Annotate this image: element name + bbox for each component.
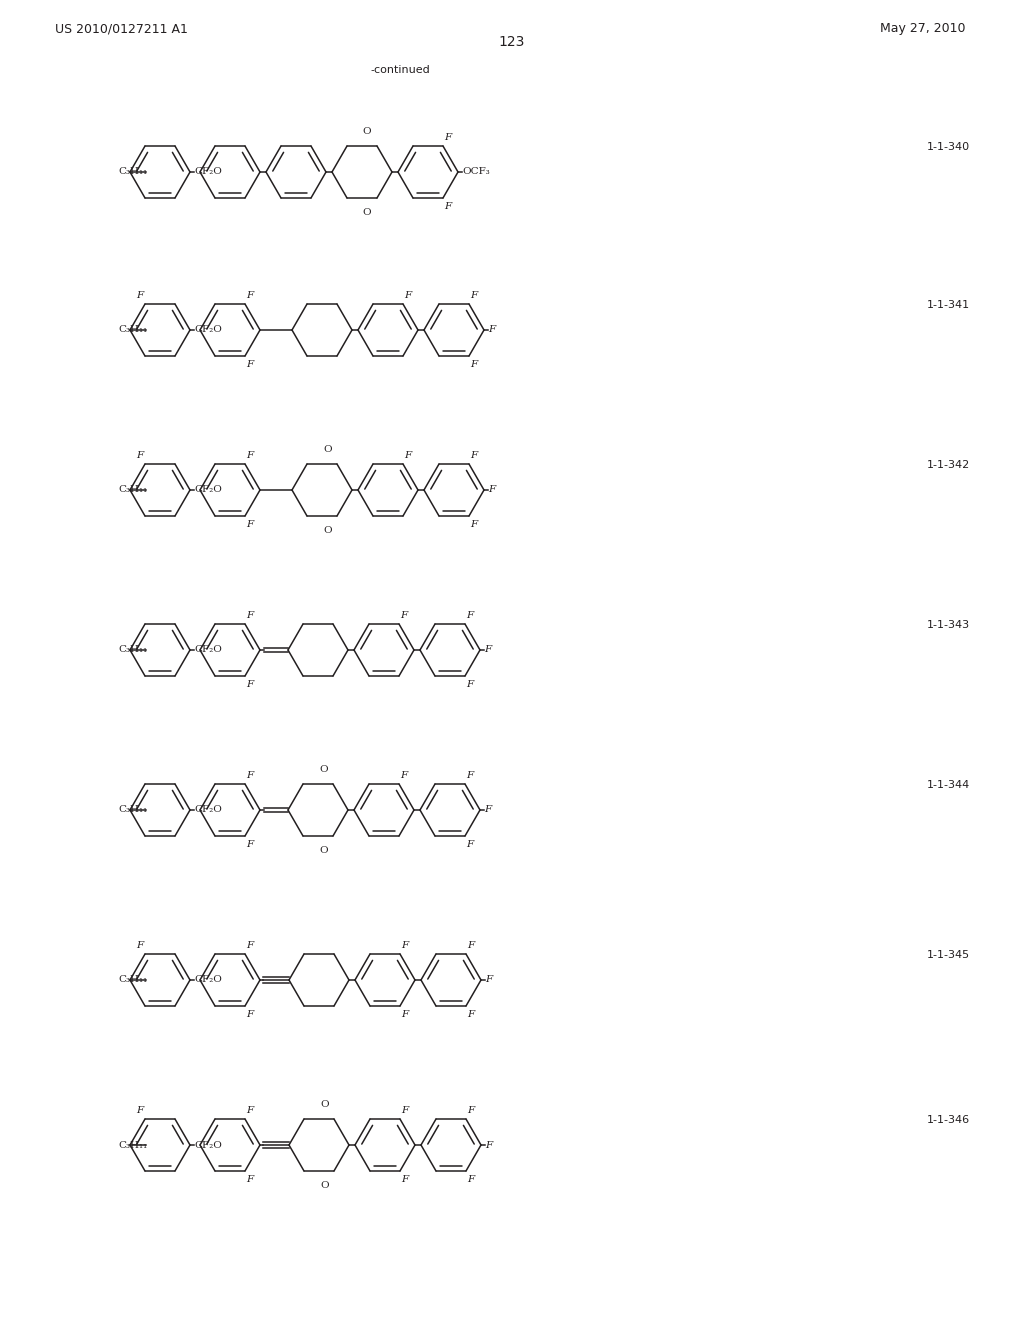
- Text: 1-1-341: 1-1-341: [927, 300, 970, 310]
- Text: F: F: [444, 202, 452, 211]
- Text: F: F: [401, 941, 409, 950]
- Text: F: F: [488, 326, 496, 334]
- Text: F: F: [444, 133, 452, 141]
- Text: CF₂O: CF₂O: [194, 326, 222, 334]
- Text: O: O: [324, 445, 333, 454]
- Text: 123: 123: [499, 36, 525, 49]
- Text: C₃H₁₁: C₃H₁₁: [118, 645, 147, 655]
- Text: F: F: [136, 290, 143, 300]
- Text: F: F: [247, 360, 254, 370]
- Text: F: F: [466, 611, 474, 620]
- Text: F: F: [488, 486, 496, 495]
- Text: F: F: [247, 611, 254, 620]
- Text: OCF₃: OCF₃: [462, 168, 489, 177]
- Text: F: F: [466, 771, 474, 780]
- Text: F: F: [466, 680, 474, 689]
- Text: CF₂O: CF₂O: [194, 168, 222, 177]
- Text: CF₂O: CF₂O: [194, 805, 222, 814]
- Text: F: F: [470, 451, 477, 459]
- Text: F: F: [136, 1106, 143, 1115]
- Text: F: F: [467, 1010, 475, 1019]
- Text: F: F: [247, 520, 254, 529]
- Text: F: F: [136, 451, 143, 459]
- Text: F: F: [247, 290, 254, 300]
- Text: F: F: [404, 451, 412, 459]
- Text: CF₂O: CF₂O: [194, 975, 222, 985]
- Text: F: F: [484, 645, 492, 655]
- Text: F: F: [484, 805, 492, 814]
- Text: F: F: [467, 1106, 475, 1115]
- Text: -continued: -continued: [370, 65, 430, 75]
- Text: F: F: [401, 1106, 409, 1115]
- Text: O: O: [319, 766, 329, 774]
- Text: F: F: [247, 941, 254, 950]
- Text: F: F: [470, 520, 477, 529]
- Text: F: F: [401, 1175, 409, 1184]
- Text: O: O: [324, 525, 333, 535]
- Text: F: F: [247, 1175, 254, 1184]
- Text: F: F: [247, 771, 254, 780]
- Text: 1-1-340: 1-1-340: [927, 143, 970, 152]
- Text: F: F: [247, 1106, 254, 1115]
- Text: CF₂O: CF₂O: [194, 645, 222, 655]
- Text: F: F: [401, 1010, 409, 1019]
- Text: 1-1-346: 1-1-346: [927, 1115, 970, 1125]
- Text: F: F: [485, 975, 493, 985]
- Text: 1-1-342: 1-1-342: [927, 459, 970, 470]
- Text: O: O: [321, 1100, 330, 1109]
- Text: F: F: [247, 840, 254, 849]
- Text: F: F: [404, 290, 412, 300]
- Text: CF₂O: CF₂O: [194, 1140, 222, 1150]
- Text: US 2010/0127211 A1: US 2010/0127211 A1: [55, 22, 187, 36]
- Text: O: O: [362, 127, 371, 136]
- Text: C₃H₁₁: C₃H₁₁: [118, 975, 147, 985]
- Text: F: F: [470, 360, 477, 370]
- Text: F: F: [467, 1175, 475, 1184]
- Text: 1-1-343: 1-1-343: [927, 620, 970, 630]
- Text: 1-1-344: 1-1-344: [927, 780, 970, 789]
- Text: O: O: [319, 846, 329, 855]
- Text: CF₂O: CF₂O: [194, 486, 222, 495]
- Text: F: F: [247, 451, 254, 459]
- Text: May 27, 2010: May 27, 2010: [880, 22, 965, 36]
- Text: F: F: [400, 611, 408, 620]
- Text: F: F: [136, 941, 143, 950]
- Text: F: F: [467, 941, 475, 950]
- Text: C₃H₁₁: C₃H₁₁: [118, 326, 147, 334]
- Text: F: F: [485, 1140, 493, 1150]
- Text: C₃H₁₁: C₃H₁₁: [118, 486, 147, 495]
- Text: 1-1-345: 1-1-345: [927, 950, 970, 960]
- Text: O: O: [362, 209, 371, 216]
- Text: F: F: [400, 771, 408, 780]
- Text: O: O: [321, 1181, 330, 1191]
- Text: F: F: [247, 680, 254, 689]
- Text: F: F: [466, 840, 474, 849]
- Text: C₃H₁₁: C₃H₁₁: [118, 168, 147, 177]
- Text: F: F: [247, 1010, 254, 1019]
- Text: F: F: [470, 290, 477, 300]
- Text: C₃H₁₁: C₃H₁₁: [118, 1140, 147, 1150]
- Text: C₃H₁₁: C₃H₁₁: [118, 805, 147, 814]
